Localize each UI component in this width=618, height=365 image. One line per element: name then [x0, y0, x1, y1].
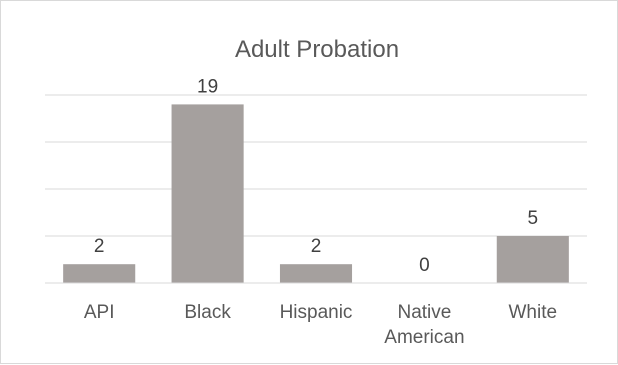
- category-labels: API Black Hispanic Native American White: [84, 302, 557, 348]
- category-label: Native American: [384, 302, 464, 348]
- bar: [279, 264, 353, 283]
- data-label: 0: [419, 255, 430, 276]
- category-label: White: [509, 302, 558, 323]
- bar: [171, 104, 244, 284]
- gridlines: [45, 94, 587, 237]
- data-label: 2: [94, 236, 105, 257]
- chart-title: Adult Probation: [235, 36, 399, 63]
- category-label: Hispanic: [280, 302, 353, 323]
- data-label: 5: [528, 208, 539, 229]
- bar: [496, 236, 569, 283]
- data-labels: 2 19 2 0 5: [94, 76, 538, 276]
- bar: [63, 264, 136, 283]
- category-label: API: [84, 302, 115, 323]
- category-label: Black: [184, 302, 231, 323]
- data-label: 19: [197, 76, 218, 97]
- bars: [63, 104, 569, 284]
- data-label: 2: [311, 236, 322, 257]
